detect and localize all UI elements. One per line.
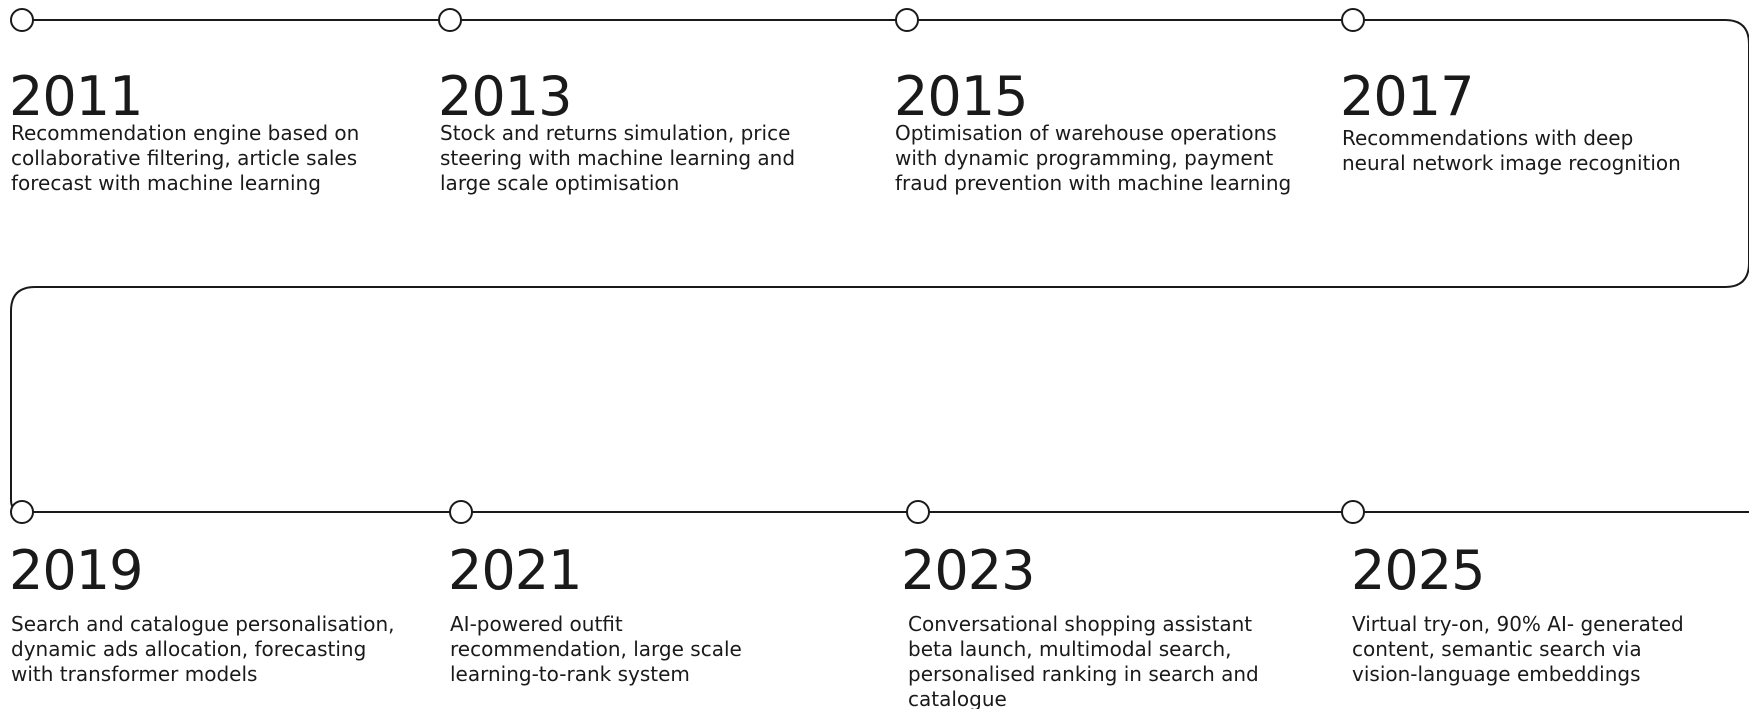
- milestone-dot: [1341, 8, 1365, 32]
- milestone-description: forecast with machine learning: [11, 171, 321, 195]
- milestone-dot: [438, 8, 462, 32]
- milestone-description: Recommendation engine based on: [11, 121, 359, 145]
- milestone-description: Optimisation of warehouse operations: [895, 121, 1277, 145]
- milestone-description: collaborative filtering, article sales: [11, 146, 357, 170]
- milestone-description: fraud prevention with machine learning: [895, 171, 1291, 195]
- milestone-description: recommendation, large scale: [450, 637, 742, 661]
- milestone-description: Search and catalogue personalisation,: [11, 612, 395, 636]
- milestone-description: vision-language embeddings: [1352, 662, 1641, 686]
- milestone-description: neural network image recognition: [1342, 151, 1681, 175]
- milestone-description: Conversational shopping assistant: [908, 612, 1252, 636]
- milestone-description: Recommendations with deep: [1342, 126, 1633, 150]
- milestone-description: with transformer models: [11, 662, 257, 686]
- milestone-description: Virtual try-on, 90% AI- generated: [1352, 612, 1684, 636]
- milestone-description: large scale optimisation: [440, 171, 679, 195]
- year-label: 2017: [1340, 65, 1473, 128]
- timeline-path: [10, 19, 1749, 513]
- milestone-description: with dynamic programming, payment: [895, 146, 1273, 170]
- milestone-dot: [906, 500, 930, 524]
- milestone-description: AI-powered outfit: [450, 612, 623, 636]
- milestone-dot: [10, 8, 34, 32]
- milestone-dot: [1341, 500, 1365, 524]
- year-label: 2025: [1351, 539, 1484, 602]
- milestone-description: personalised ranking in search and: [908, 662, 1259, 686]
- milestone-dot: [895, 8, 919, 32]
- year-label: 2013: [438, 65, 571, 128]
- milestone-dot: [10, 500, 34, 524]
- milestone-description: dynamic ads allocation, forecasting: [11, 637, 366, 661]
- milestone-description: catalogue: [908, 687, 1007, 709]
- milestone-description: Stock and returns simulation, price: [440, 121, 790, 145]
- milestone-description: beta launch, multimodal search,: [908, 637, 1232, 661]
- milestone-description: content, semantic search via: [1352, 637, 1642, 661]
- year-label: 2019: [9, 539, 142, 602]
- year-label: 2021: [448, 539, 581, 602]
- year-label: 2023: [901, 539, 1034, 602]
- year-label: 2015: [894, 65, 1027, 128]
- milestone-description: steering with machine learning and: [440, 146, 795, 170]
- year-label: 2011: [9, 65, 142, 128]
- milestone-description: learning-to-rank system: [450, 662, 690, 686]
- milestone-dot: [449, 500, 473, 524]
